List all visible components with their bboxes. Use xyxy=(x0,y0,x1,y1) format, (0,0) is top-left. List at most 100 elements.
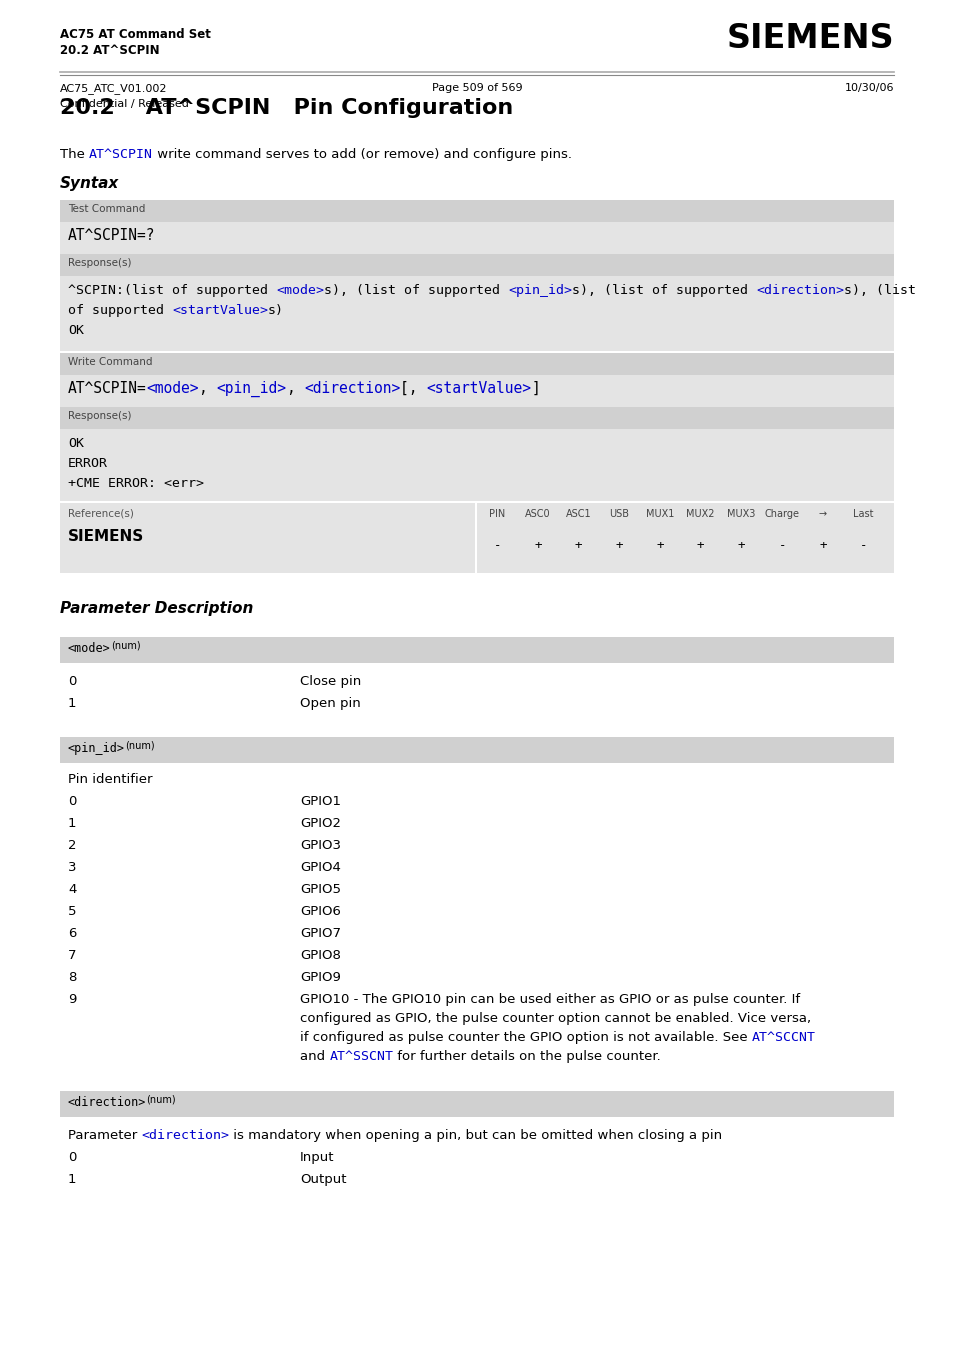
Bar xyxy=(60,353,893,376)
Bar xyxy=(60,254,893,276)
Text: The: The xyxy=(60,149,89,161)
Text: ,: , xyxy=(199,381,216,396)
Text: <direction>: <direction> xyxy=(68,1096,146,1109)
Text: configured as GPIO, the pulse counter option cannot be enabled. Vice versa,: configured as GPIO, the pulse counter op… xyxy=(299,1012,810,1025)
Text: <mode>: <mode> xyxy=(68,642,111,655)
Text: Syntax: Syntax xyxy=(60,176,119,190)
Text: Test Command: Test Command xyxy=(68,204,145,213)
Bar xyxy=(60,276,893,351)
Text: <mode>: <mode> xyxy=(275,284,324,297)
Text: AT^SCCNT: AT^SCCNT xyxy=(751,1031,815,1044)
Text: if configured as pulse counter the GPIO option is not available. See: if configured as pulse counter the GPIO … xyxy=(299,1031,751,1044)
Text: 8: 8 xyxy=(68,971,76,984)
Text: GPIO7: GPIO7 xyxy=(299,927,340,940)
Text: <pin_id>: <pin_id> xyxy=(68,742,125,755)
Text: 6: 6 xyxy=(68,927,76,940)
Text: USB: USB xyxy=(609,509,629,519)
Text: Response(s): Response(s) xyxy=(68,258,132,267)
Text: GPIO3: GPIO3 xyxy=(299,839,340,852)
Text: 1: 1 xyxy=(68,1173,76,1186)
Text: 0: 0 xyxy=(68,794,76,808)
Text: <direction>: <direction> xyxy=(141,1129,230,1142)
Text: →: → xyxy=(818,509,826,519)
Text: 10/30/06: 10/30/06 xyxy=(843,82,893,93)
Text: <direction>: <direction> xyxy=(755,284,843,297)
Text: SIEMENS: SIEMENS xyxy=(725,22,893,55)
Text: AT^SCPIN=?: AT^SCPIN=? xyxy=(68,228,155,243)
Text: AT^SCPIN: AT^SCPIN xyxy=(89,149,153,161)
Text: Confidential / Released: Confidential / Released xyxy=(60,99,189,109)
Text: GPIO1: GPIO1 xyxy=(299,794,340,808)
Text: Open pin: Open pin xyxy=(299,697,360,711)
Text: Close pin: Close pin xyxy=(299,676,361,688)
Text: SIEMENS: SIEMENS xyxy=(68,530,144,544)
Text: 4: 4 xyxy=(68,884,76,896)
Text: ]: ] xyxy=(531,381,540,396)
Text: Charge: Charge xyxy=(764,509,799,519)
Text: 3: 3 xyxy=(68,861,76,874)
Text: GPIO5: GPIO5 xyxy=(299,884,340,896)
Text: +CME ERROR: <err>: +CME ERROR: <err> xyxy=(68,477,204,490)
Text: +: + xyxy=(656,539,663,553)
Text: Output: Output xyxy=(299,1173,346,1186)
Text: Pin identifier: Pin identifier xyxy=(68,773,152,786)
Text: GPIO2: GPIO2 xyxy=(299,817,340,830)
Text: <pin_id>: <pin_id> xyxy=(216,381,287,397)
Text: OK: OK xyxy=(68,324,84,336)
Text: <direction>: <direction> xyxy=(304,381,400,396)
Text: +: + xyxy=(615,539,622,553)
Text: ASC1: ASC1 xyxy=(565,509,591,519)
Text: OK: OK xyxy=(68,436,84,450)
Text: 20.2    AT^SCPIN   Pin Configuration: 20.2 AT^SCPIN Pin Configuration xyxy=(60,99,513,118)
Text: s), (list of supported: s), (list of supported xyxy=(572,284,755,297)
Text: AC75_ATC_V01.002: AC75_ATC_V01.002 xyxy=(60,82,168,95)
Text: +: + xyxy=(697,539,703,553)
Bar xyxy=(60,738,893,763)
Text: Reference(s): Reference(s) xyxy=(68,508,133,517)
Text: is mandatory when opening a pin, but can be omitted when closing a pin: is mandatory when opening a pin, but can… xyxy=(230,1129,721,1142)
Text: ^SCPIN:(list of supported: ^SCPIN:(list of supported xyxy=(68,284,275,297)
Text: Write Command: Write Command xyxy=(68,357,152,367)
Text: -: - xyxy=(859,539,866,553)
Text: -: - xyxy=(493,539,500,553)
Text: GPIO6: GPIO6 xyxy=(299,905,340,917)
Text: 0: 0 xyxy=(68,1151,76,1165)
Text: GPIO8: GPIO8 xyxy=(299,948,340,962)
Text: GPIO9: GPIO9 xyxy=(299,971,340,984)
Text: +: + xyxy=(737,539,744,553)
Bar xyxy=(60,407,893,430)
Bar xyxy=(476,503,893,573)
Bar xyxy=(60,1092,893,1117)
Text: for further details on the pulse counter.: for further details on the pulse counter… xyxy=(393,1050,660,1063)
Text: Parameter: Parameter xyxy=(68,1129,141,1142)
Text: 0: 0 xyxy=(68,676,76,688)
Text: and: and xyxy=(299,1050,329,1063)
Text: of supported: of supported xyxy=(68,304,172,317)
Text: [,: [, xyxy=(400,381,426,396)
Text: <pin_id>: <pin_id> xyxy=(507,284,572,297)
Text: PIN: PIN xyxy=(489,509,505,519)
Text: <startValue>: <startValue> xyxy=(172,304,268,317)
Text: ASC0: ASC0 xyxy=(524,509,550,519)
Text: s), (list: s), (list xyxy=(843,284,915,297)
Text: 5: 5 xyxy=(68,905,76,917)
Bar xyxy=(60,200,893,222)
Text: +: + xyxy=(534,539,541,553)
Text: MUX3: MUX3 xyxy=(726,509,755,519)
Text: 9: 9 xyxy=(68,993,76,1006)
Text: 1: 1 xyxy=(68,697,76,711)
Text: write command serves to add (or remove) and configure pins.: write command serves to add (or remove) … xyxy=(153,149,572,161)
Bar xyxy=(60,638,893,663)
Text: AT^SCPIN=: AT^SCPIN= xyxy=(68,381,147,396)
Text: (num): (num) xyxy=(146,1094,175,1104)
Text: Parameter Description: Parameter Description xyxy=(60,601,253,616)
Text: 7: 7 xyxy=(68,948,76,962)
Text: GPIO10 - The GPIO10 pin can be used either as GPIO or as pulse counter. If: GPIO10 - The GPIO10 pin can be used eith… xyxy=(299,993,800,1006)
Text: <mode>: <mode> xyxy=(147,381,199,396)
Text: Input: Input xyxy=(299,1151,335,1165)
Text: s): s) xyxy=(268,304,284,317)
Text: Page 509 of 569: Page 509 of 569 xyxy=(432,82,521,93)
Bar xyxy=(60,222,893,254)
Text: MUX2: MUX2 xyxy=(686,509,714,519)
Text: 20.2 AT^SCPIN: 20.2 AT^SCPIN xyxy=(60,45,159,57)
